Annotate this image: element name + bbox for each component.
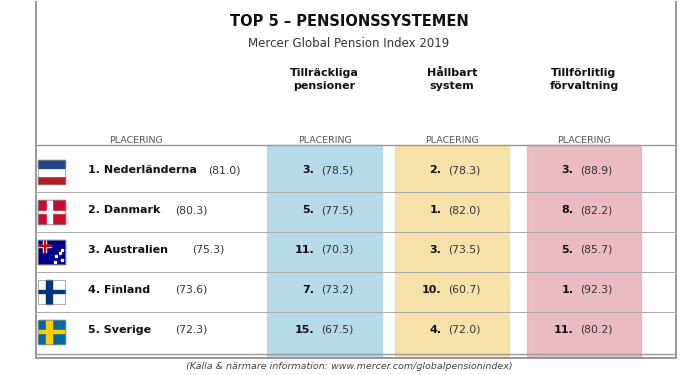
Bar [38,240,66,264]
Bar [38,176,66,184]
Text: (67.5): (67.5) [321,325,354,335]
Bar [47,280,52,304]
Text: 11.: 11. [295,245,314,255]
Text: (82.2): (82.2) [581,205,613,215]
Text: (Källa & närmare information: www.mercer.com/globalpensionindex): (Källa & närmare information: www.mercer… [186,362,512,371]
Text: 4.: 4. [429,325,441,335]
Text: 15.: 15. [295,325,314,335]
Text: PLACERING: PLACERING [425,136,479,145]
Text: (77.5): (77.5) [321,205,354,215]
Text: 5. Sverige: 5. Sverige [88,325,151,335]
Bar [38,280,66,304]
Text: Mercer Global Pension Index 2019: Mercer Global Pension Index 2019 [248,37,450,50]
Text: (81.0): (81.0) [209,165,241,175]
Bar [38,160,66,168]
Text: 1.: 1. [429,205,441,215]
Text: (88.9): (88.9) [581,165,613,175]
Text: (75.3): (75.3) [192,245,224,255]
Text: (78.3): (78.3) [448,165,481,175]
Text: (60.7): (60.7) [448,285,481,295]
Text: PLACERING: PLACERING [109,136,163,145]
Bar [47,320,52,344]
Text: 3.: 3. [429,245,441,255]
Text: PLACERING: PLACERING [557,136,611,145]
Bar [38,160,66,184]
Text: 5.: 5. [562,245,574,255]
Text: Tillförlitlig
förvaltning: Tillförlitlig förvaltning [549,68,618,91]
Text: 3.: 3. [562,165,574,175]
Bar [38,200,66,224]
Text: 3. Australien: 3. Australien [88,245,168,255]
Bar [38,320,66,344]
Text: (85.7): (85.7) [581,245,613,255]
Bar [38,330,66,333]
Text: 7.: 7. [302,285,314,295]
Text: (73.2): (73.2) [321,285,354,295]
Text: (80.3): (80.3) [175,205,208,215]
Bar [38,240,66,264]
Text: 3.: 3. [302,165,314,175]
Bar [38,280,66,304]
Text: 1. Nederländerna: 1. Nederländerna [88,165,197,175]
Text: PLACERING: PLACERING [298,136,352,145]
Text: (80.2): (80.2) [581,325,613,335]
Text: 2. Danmark: 2. Danmark [88,205,161,215]
Bar [43,240,45,252]
Text: 1.: 1. [562,285,574,295]
Text: 5.: 5. [302,205,314,215]
Bar [38,200,66,224]
Bar [38,168,66,176]
Text: 4. Finland: 4. Finland [88,285,150,295]
Bar [47,200,52,224]
Text: (70.3): (70.3) [321,245,354,255]
Text: (72.0): (72.0) [448,325,481,335]
Text: (73.5): (73.5) [448,245,481,255]
Text: (82.0): (82.0) [448,205,481,215]
Text: (73.6): (73.6) [175,285,207,295]
Text: Tillräckliga
pensioner: Tillräckliga pensioner [290,68,359,91]
Text: (92.3): (92.3) [581,285,613,295]
Bar [38,211,66,213]
Text: Hållbart
system: Hållbart system [426,68,477,91]
Bar [38,290,66,293]
Text: 2.: 2. [429,165,441,175]
Text: TOP 5 – PENSIONSSYSTEMEN: TOP 5 – PENSIONSSYSTEMEN [230,14,468,29]
Bar [38,320,66,344]
Bar [38,245,51,246]
Text: (78.5): (78.5) [321,165,354,175]
Text: (72.3): (72.3) [175,325,207,335]
Text: 10.: 10. [422,285,441,295]
Bar [43,240,45,252]
Text: 11.: 11. [554,325,574,335]
Text: 8.: 8. [562,205,574,215]
